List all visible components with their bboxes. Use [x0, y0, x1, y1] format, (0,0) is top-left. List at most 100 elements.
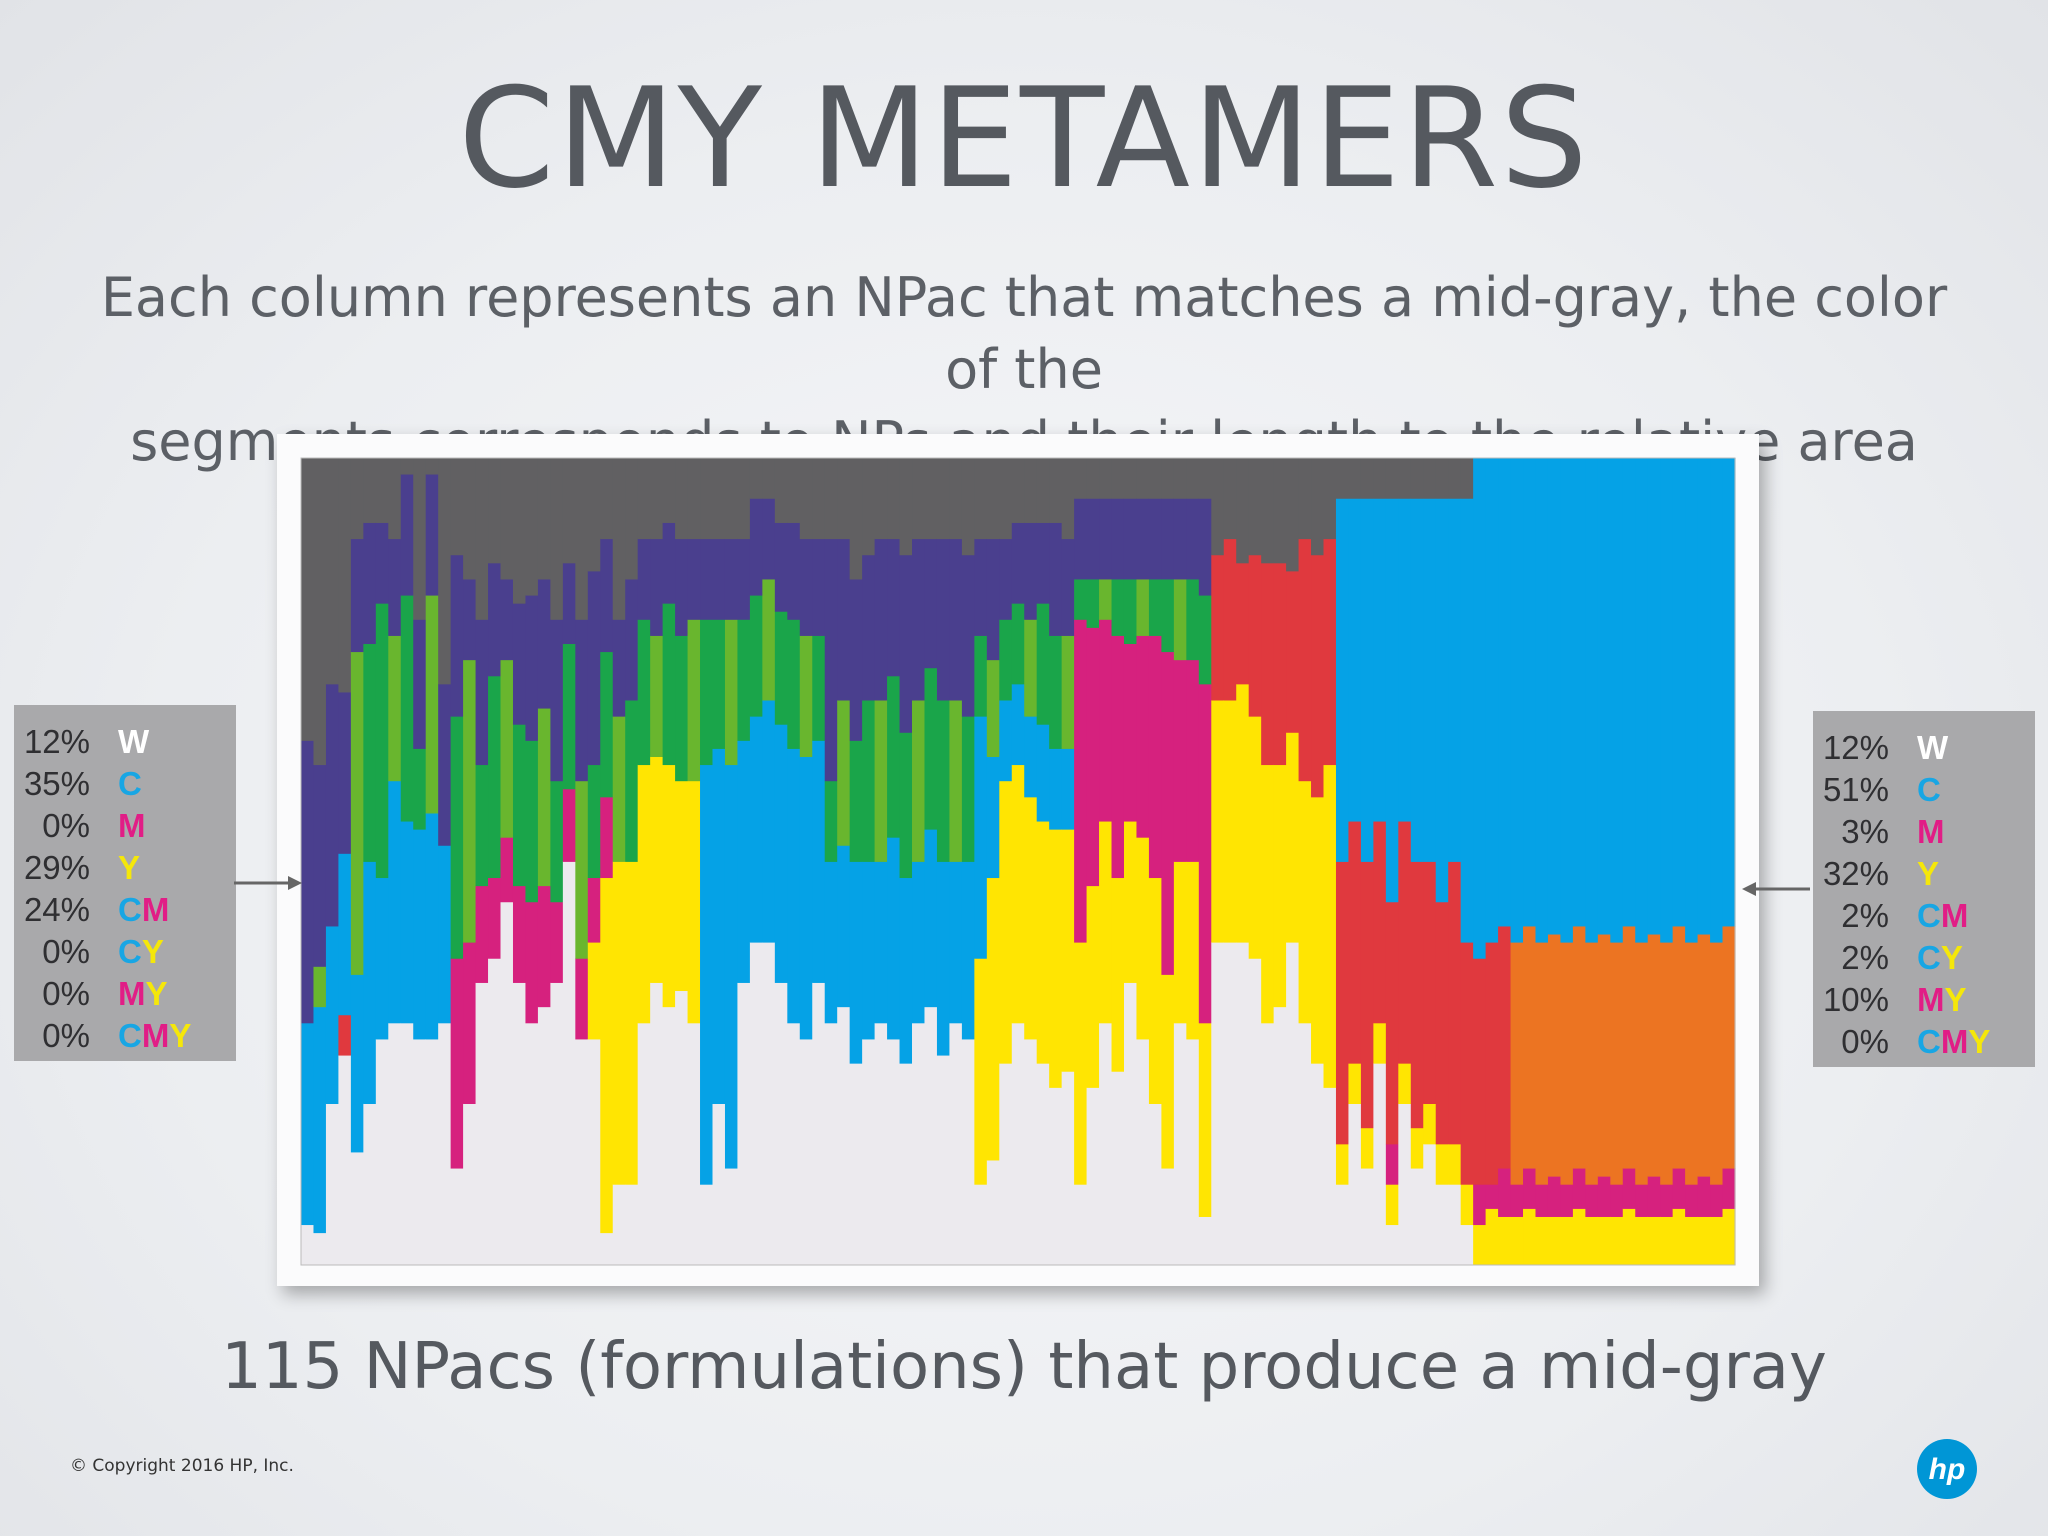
legend-letter: C — [118, 891, 142, 928]
segment-w — [1074, 1184, 1088, 1266]
segment-m — [512, 885, 527, 983]
segment-w — [762, 942, 776, 1266]
segment-y — [687, 780, 701, 1024]
legend-code: C — [118, 763, 142, 805]
segment-cy — [787, 619, 801, 749]
segment-cy — [1086, 579, 1100, 628]
segment-cy — [1024, 619, 1038, 717]
npac-column — [475, 458, 489, 1266]
npac-column — [650, 458, 664, 1266]
segment-w — [600, 1232, 614, 1266]
segment-w — [1011, 1022, 1025, 1266]
segment-w — [1248, 958, 1262, 1266]
npac-column — [887, 458, 901, 1266]
npac-column — [488, 458, 502, 1266]
segment-cm — [325, 683, 340, 927]
npac-column — [912, 458, 926, 1266]
segment-cm — [799, 538, 813, 636]
segment-c — [749, 716, 763, 943]
segment-my — [1236, 562, 1250, 685]
legend-percent: 2% — [1841, 897, 1889, 934]
segment-c — [1385, 498, 1399, 903]
segment-y — [1148, 877, 1162, 1104]
legend-letter: C — [1917, 771, 1941, 808]
segment-cy — [375, 603, 389, 879]
segment-cm — [762, 498, 776, 580]
npac-column — [1061, 458, 1075, 1266]
segment-c — [724, 764, 739, 1169]
npac-column — [1148, 458, 1162, 1266]
segment-cmy — [1373, 458, 1387, 499]
segment-m — [1597, 1176, 1611, 1217]
segment-y — [1473, 1224, 1487, 1266]
segment-w — [999, 1063, 1013, 1266]
npac-column — [363, 458, 377, 1266]
segment-w — [338, 1055, 352, 1266]
segment-w — [1373, 1063, 1387, 1266]
segment-cy — [512, 724, 527, 887]
segment-cy — [662, 603, 676, 766]
npac-column — [1448, 458, 1462, 1266]
segment-cy — [999, 619, 1013, 701]
segment-w — [824, 1022, 838, 1266]
legend-code: M — [118, 805, 146, 847]
segment-cmy — [1311, 458, 1325, 556]
segment-y — [1198, 1022, 1212, 1217]
segment-cm — [912, 538, 926, 701]
segment-cmy — [575, 458, 589, 620]
segment-cy — [625, 700, 639, 862]
segment-y — [1086, 885, 1100, 1088]
segment-w — [325, 1103, 340, 1266]
segment-w — [961, 1039, 975, 1266]
segment-my — [1211, 554, 1225, 701]
legend-row: 0% M — [14, 805, 236, 847]
npac-column — [787, 458, 801, 1266]
segment-w — [612, 1184, 626, 1266]
segment-m — [450, 958, 464, 1169]
segment-cm — [874, 538, 888, 701]
npac-column — [662, 458, 676, 1266]
legend-letter: C — [1917, 897, 1941, 934]
segment-c — [762, 700, 776, 943]
segment-cmy — [512, 458, 527, 604]
npac-column — [1622, 458, 1636, 1266]
legend-letter: C — [118, 933, 142, 970]
segment-y — [1348, 1063, 1362, 1104]
segment-w — [1099, 1022, 1113, 1266]
segment-c — [1024, 716, 1038, 798]
segment-y — [1261, 764, 1275, 1024]
segment-cmy — [1385, 458, 1399, 499]
segment-cmy — [438, 458, 452, 685]
npac-column — [438, 458, 452, 1266]
legend-code: W — [1917, 727, 1948, 769]
segment-cm — [924, 538, 938, 669]
npac-column — [1024, 458, 1038, 1266]
segment-cy — [350, 651, 364, 975]
segment-c — [1647, 458, 1661, 935]
segment-w — [849, 1063, 863, 1266]
segment-m — [1099, 619, 1113, 822]
segment-cm — [712, 538, 726, 620]
segment-my — [1685, 942, 1699, 1185]
segment-cy — [737, 619, 751, 741]
segment-cy — [425, 595, 439, 814]
npac-column — [1248, 458, 1262, 1266]
segment-cmy — [1036, 458, 1050, 523]
npac-column — [301, 458, 315, 1266]
segment-my — [1473, 958, 1487, 1185]
segment-m — [1198, 683, 1212, 1024]
segment-w — [650, 982, 664, 1266]
segment-cy — [575, 780, 589, 959]
segment-my — [338, 1014, 352, 1056]
segment-c — [887, 837, 901, 1040]
segment-c — [936, 861, 951, 1056]
segment-c — [400, 821, 414, 1024]
segment-y — [1498, 1216, 1512, 1266]
segment-cmy — [799, 458, 813, 540]
segment-cm — [301, 740, 315, 1024]
segment-cmy — [1086, 458, 1100, 499]
npac-column — [587, 458, 601, 1266]
page-title: CMY METAMERS — [458, 58, 1590, 219]
segment-cm — [375, 522, 389, 604]
segment-w — [1298, 1022, 1312, 1266]
